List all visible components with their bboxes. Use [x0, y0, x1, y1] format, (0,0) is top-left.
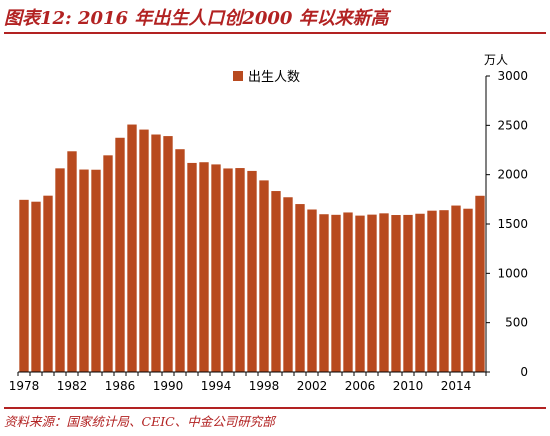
- bar-2008: [379, 213, 389, 372]
- bar-2004: [331, 214, 341, 372]
- legend-swatch: [233, 71, 243, 81]
- bar-2007: [367, 214, 377, 372]
- bar-1997: [247, 170, 257, 372]
- x-tick-label-1990: 1990: [153, 379, 184, 393]
- y-tick-label-2000: 2000: [497, 168, 528, 182]
- x-tick-label-1994: 1994: [201, 379, 232, 393]
- bar-1992: [187, 162, 197, 372]
- x-tick-label-2010: 2010: [393, 379, 424, 393]
- x-tick-label-2006: 2006: [345, 379, 376, 393]
- y-tick-label-2500: 2500: [497, 118, 528, 132]
- bar-1987: [127, 124, 137, 372]
- y-tick-label-1500: 1500: [497, 217, 528, 231]
- bar-1999: [271, 191, 281, 372]
- y-tick-label-0: 0: [520, 365, 528, 379]
- bar-1981: [55, 168, 65, 372]
- title-rule: [4, 32, 546, 34]
- bar-1998: [259, 180, 269, 372]
- bar-1991: [175, 149, 185, 372]
- bar-2014: [451, 205, 461, 372]
- bar-2001: [295, 204, 305, 372]
- y-tick-label-1000: 1000: [497, 266, 528, 280]
- y-tick-label-500: 500: [505, 316, 528, 330]
- bar-2002: [307, 209, 317, 372]
- x-tick-label-2002: 2002: [297, 379, 328, 393]
- y-axis-unit: 万人: [484, 53, 508, 67]
- bar-2013: [439, 210, 449, 372]
- bar-1982: [67, 151, 77, 372]
- bar-2005: [343, 212, 353, 372]
- bar-1985: [103, 155, 113, 372]
- bar-1983: [79, 169, 89, 372]
- bar-2003: [319, 214, 329, 372]
- bar-2015: [463, 208, 473, 372]
- x-tick-label-2014: 2014: [441, 379, 472, 393]
- bar-1989: [151, 134, 161, 372]
- bar-1996: [235, 168, 245, 372]
- bar-1988: [139, 129, 149, 372]
- source-note: 资料来源：国家统计局、CEIC、中金公司研究部: [4, 414, 275, 429]
- bar-1980: [43, 195, 53, 372]
- x-tick-label-1978: 1978: [9, 379, 40, 393]
- bar-1979: [31, 201, 41, 372]
- bar-1986: [115, 137, 125, 372]
- bar-1978: [19, 199, 29, 372]
- bar-2006: [355, 215, 365, 372]
- bar-2012: [427, 210, 437, 372]
- bar-1990: [163, 136, 173, 372]
- x-tick-label-1986: 1986: [105, 379, 136, 393]
- source-rule: [4, 407, 546, 409]
- bar-1993: [199, 162, 209, 372]
- y-tick-label-3000: 3000: [497, 69, 528, 83]
- bar-2009: [391, 215, 401, 372]
- chart-title: 图表12: 2016 年出生人口创2000 年以来新高: [4, 8, 389, 29]
- bar-1994: [211, 164, 221, 372]
- bar-2000: [283, 197, 293, 372]
- x-tick-label-1982: 1982: [57, 379, 88, 393]
- bar-2010: [403, 214, 413, 372]
- legend: 出生人数: [233, 70, 300, 85]
- legend-label: 出生人数: [248, 70, 300, 85]
- bar-1984: [91, 169, 101, 372]
- bar-2011: [415, 213, 425, 372]
- bar-1995: [223, 168, 233, 372]
- bar-2016: [475, 195, 485, 372]
- x-tick-label-1998: 1998: [249, 379, 280, 393]
